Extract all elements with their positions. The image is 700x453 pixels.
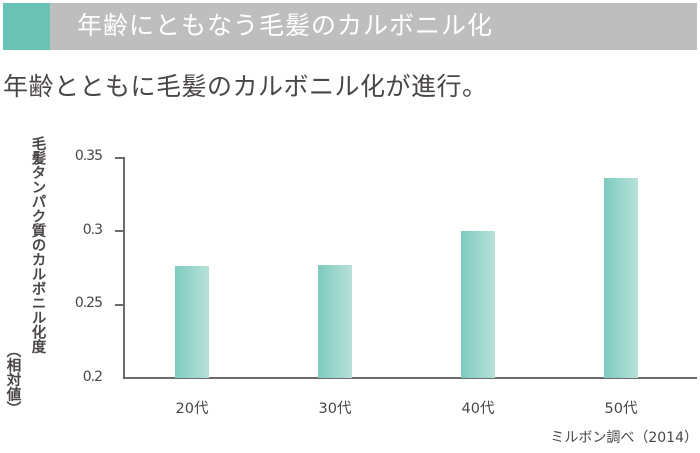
bar-50代 (604, 177, 638, 378)
chart-header: 年齢にともなう毛髪のカルボニル化 (3, 3, 697, 50)
source-note: ミルボン調べ（2014） (550, 430, 698, 446)
y-tick-label: 0.35 (74, 148, 103, 164)
x-tick-label: 50代 (604, 401, 638, 417)
y-tick (115, 230, 124, 232)
y-tick (115, 157, 124, 159)
y-axis-label: 毛髪タンパク質のカルボニル化度 (29, 136, 46, 354)
y-axis-label-unit: （相対値） (4, 343, 21, 416)
chart-subtitle: 年齢とともに毛髪のカルボニル化が進行。 (3, 72, 488, 101)
bar-30代 (318, 264, 352, 378)
y-axis-line (123, 157, 125, 379)
x-axis-line (123, 377, 697, 379)
x-tick-label: 40代 (461, 401, 495, 417)
y-tick-label: 0.2 (82, 369, 103, 385)
y-tick-label: 0.3 (82, 222, 103, 238)
bar-40代 (461, 230, 495, 378)
header-accent-block (3, 3, 50, 50)
x-tick-label: 30代 (318, 401, 352, 417)
chart-title: 年齢にともなう毛髪のカルボニル化 (77, 11, 494, 40)
y-tick-label: 0.25 (74, 295, 103, 311)
x-tick-label: 20代 (175, 401, 209, 417)
bar-20代 (175, 266, 209, 378)
y-tick (115, 304, 124, 306)
